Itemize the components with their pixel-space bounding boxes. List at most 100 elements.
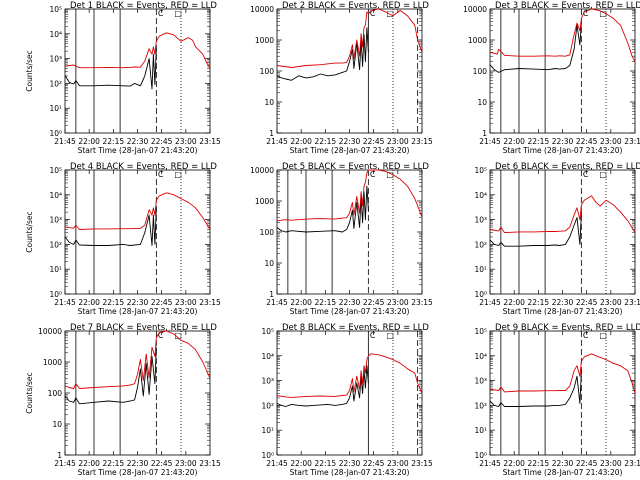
y-tick-label: 10³ [49,55,62,64]
x-tick-label: 21:45 [266,137,288,146]
y-tick-label: 1000 [255,197,274,206]
y-tick-label: 10 [264,259,274,268]
plot-frame [276,8,423,134]
top-marker-symbol: C [370,331,376,340]
y-tick-label: 10¹ [49,265,62,274]
y-tick-label: 10⁰ [261,451,274,460]
y-tick-label: 10 [264,98,274,107]
x-axis-label: Start Time (28-Jan-07 21:43:20) [503,468,623,477]
x-tick-label: 23:15 [411,298,433,307]
detector-panel-4: Det 4 BLACK = Events, RED = LLD 21:45 22:0… [25,162,221,316]
x-tick-label: 23:15 [411,459,433,468]
panel-title: Det 1 BLACK = Events, RED = LLD [70,1,217,11]
x-axis-label: Start Time (28-Jan-07 21:43:20) [503,307,623,316]
x-tick-label: 23:15 [199,298,221,307]
top-marker-symbol: □ [174,9,182,18]
y-tick-label: 1 [482,129,487,138]
y-tick-label: 1000 [255,36,274,45]
x-tick-label: 22:15 [315,459,337,468]
y-tick-label: 1000 [468,36,487,45]
x-tick-label: 23:15 [411,137,433,146]
plot-frame [64,330,211,456]
y-tick-label: 10⁰ [49,129,62,138]
series-line-lld [64,330,211,389]
y-tick-label: 10⁵ [49,166,62,175]
x-axis-label: Start Time (28-Jan-07 21:43:20) [78,307,198,316]
detector-panel-7: Det 7 BLACK = Events, RED = LLD 21:45 22:0… [25,323,221,477]
detector-panel-6: Det 6 BLACK = Events, RED = LLD 21:45 22:0… [474,162,640,316]
y-tick-label: 10² [261,401,274,410]
top-marker-symbol: □ [386,9,394,18]
x-tick-label: 23:00 [387,459,409,468]
x-tick-label: 22:30 [339,298,361,307]
x-axis-label: Start Time (28-Jan-07 21:43:20) [290,146,410,155]
y-tick-label: 10⁴ [261,352,274,361]
plot-frame [276,169,423,295]
x-tick-label: 22:15 [103,459,125,468]
x-tick-label: 22:00 [290,298,312,307]
series-line-events [489,370,582,407]
y-tick-label: 1 [269,290,274,299]
series-line-events [489,21,582,73]
panel-title: Det 8 BLACK = Events, RED = LLD [282,323,429,333]
series-line-lld [276,169,423,222]
y-tick-label: 10 [477,98,487,107]
plot-frame [276,330,423,456]
x-tick-label: 23:15 [199,459,221,468]
x-tick-label: 22:45 [576,459,598,468]
x-tick-label: 22:45 [151,459,173,468]
top-marker-symbol: □ [386,331,394,340]
plot-frame [489,8,636,134]
y-tick-label: 10 [52,420,62,429]
y-tick-label: 10¹ [49,104,62,113]
x-tick-label: 22:30 [127,298,149,307]
detector-panel-2: Det 2 BLACK = Events, RED = LLD 21:45 22:0… [250,1,433,155]
y-tick-label: 100 [260,67,275,76]
x-tick-label: 22:30 [552,298,574,307]
y-tick-label: 10³ [49,216,62,225]
x-tick-label: 22:00 [503,137,525,146]
y-tick-label: 10⁰ [49,290,62,299]
x-tick-label: 23:00 [600,137,622,146]
x-tick-label: 22:15 [103,298,125,307]
y-tick-label: 10² [49,240,62,249]
series-line-events [276,27,369,81]
top-marker-symbol: C [583,170,589,179]
panel-title: Det 4 BLACK = Events, RED = LLD [70,162,217,172]
detector-panel-5: Det 5 BLACK = Events, RED = LLD 21:45 22:0… [250,162,433,316]
top-marker-symbol: C [370,170,376,179]
x-axis-label: Start Time (28-Jan-07 21:43:20) [290,468,410,477]
series-line-events [276,185,369,233]
plot-frame [489,330,636,456]
x-tick-label: 21:45 [266,298,288,307]
x-tick-label: 22:45 [363,137,385,146]
detector-panel-3: Det 3 BLACK = Events, RED = LLD 21:45 22:0… [463,1,640,155]
x-tick-label: 21:45 [266,459,288,468]
x-tick-label: 22:15 [528,137,550,146]
x-tick-label: 22:15 [103,137,125,146]
plot-frame [64,8,211,134]
series-line-lld [276,353,423,398]
x-tick-label: 23:00 [387,298,409,307]
y-tick-label: 10² [474,401,487,410]
y-tick-label: 10⁰ [474,451,487,460]
series-line-lld [276,8,423,68]
x-tick-label: 22:00 [78,459,100,468]
x-tick-label: 21:45 [54,137,76,146]
plot-frame [64,169,211,295]
x-tick-label: 21:45 [54,298,76,307]
x-tick-label: 22:15 [528,459,550,468]
top-marker-symbol: C [583,331,589,340]
y-tick-label: 10⁰ [474,290,487,299]
series-line-events [276,365,369,407]
detector-panel-9: Det 9 BLACK = Events, RED = LLD 21:45 22:0… [474,323,640,477]
x-tick-label: 23:00 [175,298,197,307]
y-tick-label: 1 [269,129,274,138]
x-tick-label: 22:15 [528,298,550,307]
y-tick-label: 10² [474,240,487,249]
x-tick-label: 22:15 [315,137,337,146]
y-tick-label: 100 [260,228,275,237]
panel-title: Det 2 BLACK = Events, RED = LLD [282,1,429,11]
x-tick-label: 22:45 [576,137,598,146]
x-tick-label: 22:30 [552,137,574,146]
